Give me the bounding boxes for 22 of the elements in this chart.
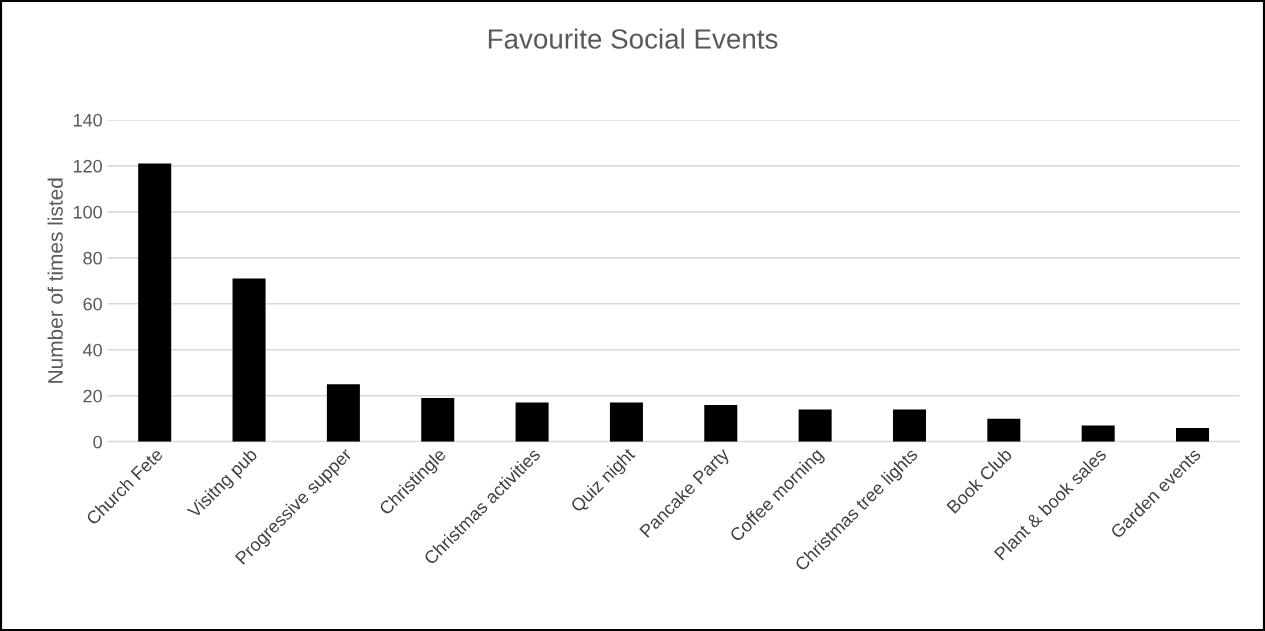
y-tick-label: 100 xyxy=(73,205,102,219)
bar xyxy=(1081,425,1115,442)
y-tick-label: 120 xyxy=(73,159,102,173)
bar xyxy=(609,402,643,442)
y-tick-label: 40 xyxy=(83,343,102,357)
bar xyxy=(138,163,172,442)
bar xyxy=(987,418,1021,442)
y-tick-label: 60 xyxy=(83,297,102,311)
bar xyxy=(421,398,455,442)
bar xyxy=(704,404,738,442)
bar xyxy=(892,409,926,442)
bar xyxy=(1176,427,1210,442)
y-tick-label: 80 xyxy=(83,251,102,265)
y-axis-title: Number of times listed xyxy=(47,178,63,383)
y-tick-label: 0 xyxy=(93,435,102,449)
bar xyxy=(232,278,266,442)
bar xyxy=(515,402,549,442)
bar xyxy=(798,409,832,442)
chart-title: Favourite Social Events xyxy=(488,28,778,49)
y-tick-label: 140 xyxy=(73,113,102,127)
y-tick-label: 20 xyxy=(83,389,102,403)
bar xyxy=(326,384,360,442)
